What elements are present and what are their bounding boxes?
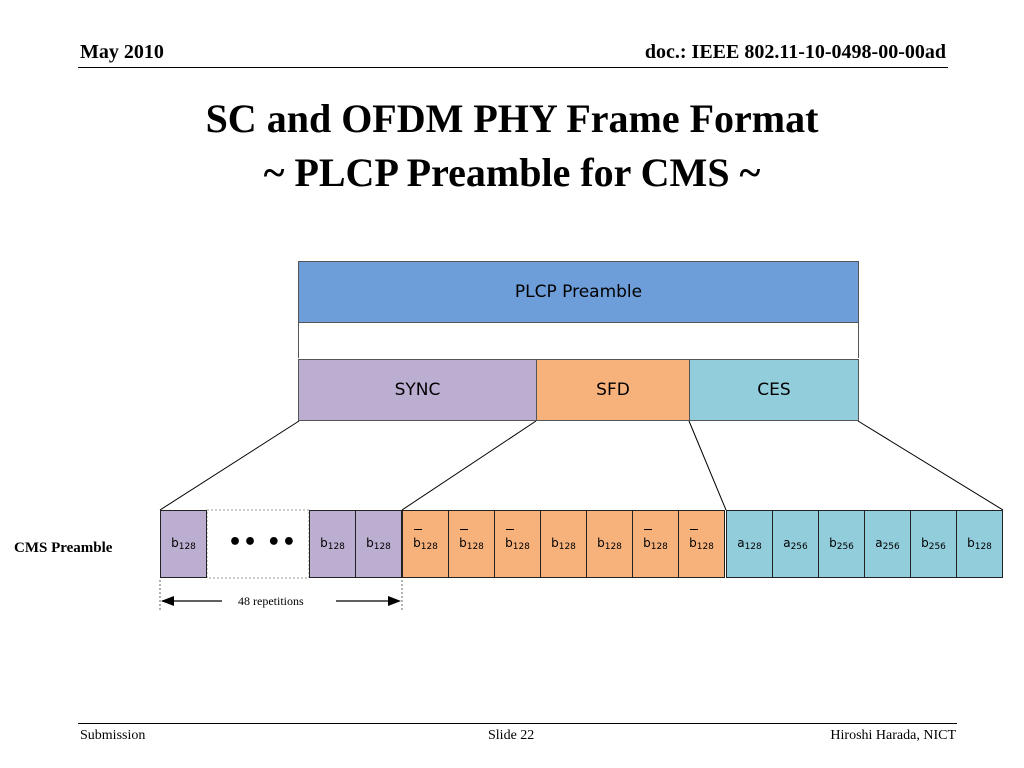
sfd-cell-label: b128	[643, 529, 668, 552]
header-date: May 2010	[80, 41, 164, 63]
sync-cell-label: b128	[171, 536, 196, 552]
ces-block: CES	[689, 359, 859, 421]
sync-cell-2: b128	[309, 510, 356, 578]
complement-bar-icon	[644, 529, 653, 530]
sync-left-connector	[159, 420, 300, 511]
sync-cell-3: b128	[355, 510, 402, 578]
sync-cell-1: b128	[160, 510, 207, 578]
sfd-cell-1: b128	[402, 510, 449, 578]
rep-arrowhead-right	[388, 596, 401, 606]
plcp-preamble-block: PLCP Preamble	[298, 261, 859, 323]
slide-title: SC and OFDM PHY Frame Format	[205, 96, 819, 141]
ces-cell-label: a256	[783, 536, 808, 552]
ces-cell-1: a128	[726, 510, 773, 578]
sfd-label: SFD	[596, 380, 630, 400]
ces-cell-label: a256	[875, 536, 900, 552]
cms-preamble-label: CMS Preamble	[14, 540, 113, 556]
ces-cell-3: b256	[818, 510, 865, 578]
header-rule	[78, 67, 948, 68]
ces-cell-2: a256	[772, 510, 819, 578]
sfd-right-connector	[688, 420, 727, 511]
sfd-cell-3: b128	[494, 510, 541, 578]
ces-cell-5: b256	[910, 510, 957, 578]
sfd-cell-7: b128	[678, 510, 725, 578]
ces-cell-label: a128	[737, 536, 762, 552]
sfd-cell-label: b128	[413, 529, 438, 552]
complement-bar-icon	[690, 529, 699, 530]
sync-cell-label: b128	[366, 536, 391, 552]
ces-cell-label: b256	[921, 536, 946, 552]
ces-cell-6: b128	[956, 510, 1003, 578]
ces-cell-4: a256	[864, 510, 911, 578]
complement-bar-icon	[460, 529, 469, 530]
sfd-cell-label: b128	[459, 529, 484, 552]
ces-label: CES	[757, 380, 791, 400]
footer-submission: Submission	[80, 728, 146, 743]
sfd-cell-6: b128	[632, 510, 679, 578]
sync-block: SYNC	[298, 359, 537, 421]
sfd-cell-2: b128	[448, 510, 495, 578]
footer-author: Hiroshi Harada, NICT	[830, 728, 956, 743]
complement-bar-icon	[414, 529, 423, 530]
sfd-cell-label: b128	[689, 529, 714, 552]
repetition-ellipsis: •• ••	[228, 530, 297, 555]
header-doc-id: doc.: IEEE 802.11-10-0498-00-00ad	[644, 41, 946, 63]
sfd-block: SFD	[536, 359, 690, 421]
rep-arrowhead-left	[161, 596, 174, 606]
sfd-cell-label: b128	[551, 536, 576, 552]
footer-slide-number: Slide 22	[488, 728, 535, 743]
ces-cell-label: b128	[967, 536, 992, 552]
plcp-preamble-label: PLCP Preamble	[514, 282, 643, 302]
sfd-cell-label: b128	[597, 536, 622, 552]
sync-right-connector	[401, 420, 537, 511]
sync-cell-label: b128	[320, 536, 345, 552]
sync-label: SYNC	[394, 380, 441, 400]
sfd-cell-4: b128	[540, 510, 587, 578]
complement-bar-icon	[506, 529, 515, 530]
preamble-spacer	[298, 323, 859, 358]
sfd-cell-5: b128	[586, 510, 633, 578]
ces-right-connector	[857, 420, 1004, 511]
slide-subtitle: ~ PLCP Preamble for CMS ~	[263, 150, 761, 195]
footer-rule	[78, 723, 957, 724]
ces-cell-label: b256	[829, 536, 854, 552]
sfd-cell-label: b128	[505, 529, 530, 552]
repetitions-label: 48 repetitions	[238, 594, 304, 608]
